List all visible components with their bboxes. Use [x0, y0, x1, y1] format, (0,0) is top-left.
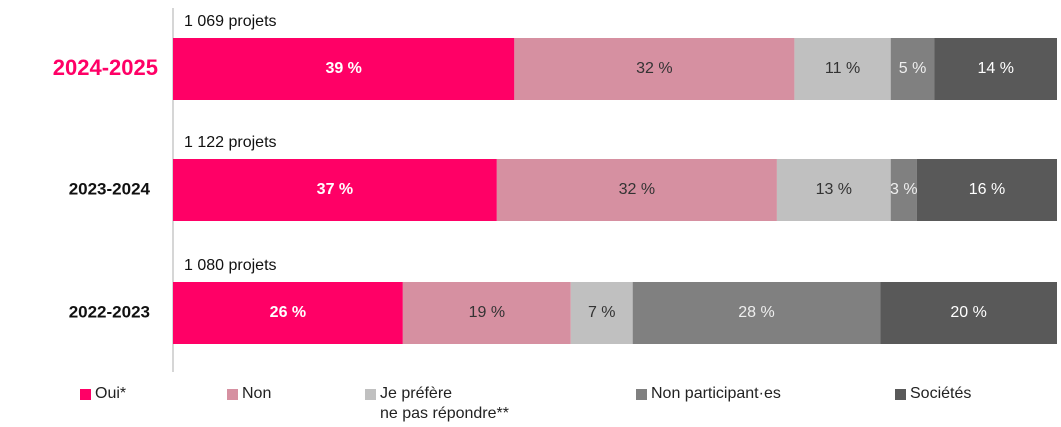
bar-segment — [496, 159, 777, 221]
bar-segment — [173, 282, 403, 344]
bar-segment — [173, 159, 497, 221]
total-label: 1 122 projets — [184, 134, 277, 151]
value-label: 14 % — [977, 60, 1013, 77]
total-label: 1 069 projets — [184, 13, 277, 30]
legend-item: Non — [227, 384, 271, 404]
legend-label: Non — [242, 385, 272, 402]
bar-segment — [632, 282, 881, 344]
bar-segment — [402, 282, 571, 344]
value-label: 13 % — [816, 181, 852, 198]
legend-label: Je préfère ne pas répondre** — [380, 385, 509, 422]
bar-segment — [776, 159, 891, 221]
value-label: 7 % — [588, 304, 616, 321]
value-label: 39 % — [325, 60, 361, 77]
bar-segment — [890, 159, 917, 221]
value-label: 19 % — [469, 304, 505, 321]
category-label: 2024-2025 — [53, 55, 158, 80]
value-label: 20 % — [950, 304, 986, 321]
legend-swatch — [227, 389, 238, 400]
value-label: 26 % — [270, 304, 306, 321]
value-label: 32 % — [636, 60, 672, 77]
value-label: 28 % — [738, 304, 774, 321]
value-label: 5 % — [899, 60, 927, 77]
legend-item: Non participant·es — [636, 384, 781, 404]
bar-segment — [173, 38, 515, 100]
value-label: 37 % — [317, 181, 353, 198]
legend-swatch — [80, 389, 91, 400]
value-label: 16 % — [969, 181, 1005, 198]
legend-item: Oui* — [80, 384, 126, 404]
bar-segment — [514, 38, 795, 100]
bar-segment — [934, 38, 1057, 100]
bar-segment — [570, 282, 633, 344]
legend-swatch — [636, 389, 647, 400]
legend-swatch — [365, 389, 376, 400]
bar-segment — [794, 38, 891, 100]
legend-item: Je préfère ne pas répondre** — [365, 384, 509, 424]
value-label: 32 % — [619, 181, 655, 198]
legend-label: Sociétés — [910, 385, 972, 402]
bar-segment — [880, 282, 1057, 344]
total-label: 1 080 projets — [184, 257, 277, 274]
bar-segment — [916, 159, 1057, 221]
value-label: 11 % — [825, 60, 860, 77]
legend-label: Oui* — [95, 385, 127, 402]
legend-label: Non participant·es — [651, 385, 781, 402]
legend-item: Sociétés — [895, 384, 971, 404]
bar-segment — [890, 38, 935, 100]
legend-swatch — [895, 389, 906, 400]
category-label: 2023-2024 — [69, 179, 151, 198]
category-label: 2022-2023 — [69, 302, 150, 321]
value-label: 3 % — [890, 181, 918, 198]
chart: 2024-2025 1 069 projets 39 % 32 % 11 % 5 % 14 … — [53, 8, 1057, 372]
